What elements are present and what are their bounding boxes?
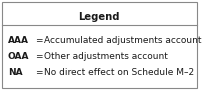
Text: =: = xyxy=(35,36,42,45)
Text: No direct effect on Schedule M–2: No direct effect on Schedule M–2 xyxy=(44,68,194,77)
Text: =: = xyxy=(35,68,42,77)
Text: Accumulated adjustments account: Accumulated adjustments account xyxy=(44,36,201,45)
FancyBboxPatch shape xyxy=(2,2,197,88)
Text: =: = xyxy=(35,52,42,61)
Text: Other adjustments account: Other adjustments account xyxy=(44,52,168,61)
Text: NA: NA xyxy=(8,68,23,77)
Text: AAA: AAA xyxy=(8,36,29,45)
Text: Legend: Legend xyxy=(79,12,120,22)
Text: OAA: OAA xyxy=(8,52,30,61)
